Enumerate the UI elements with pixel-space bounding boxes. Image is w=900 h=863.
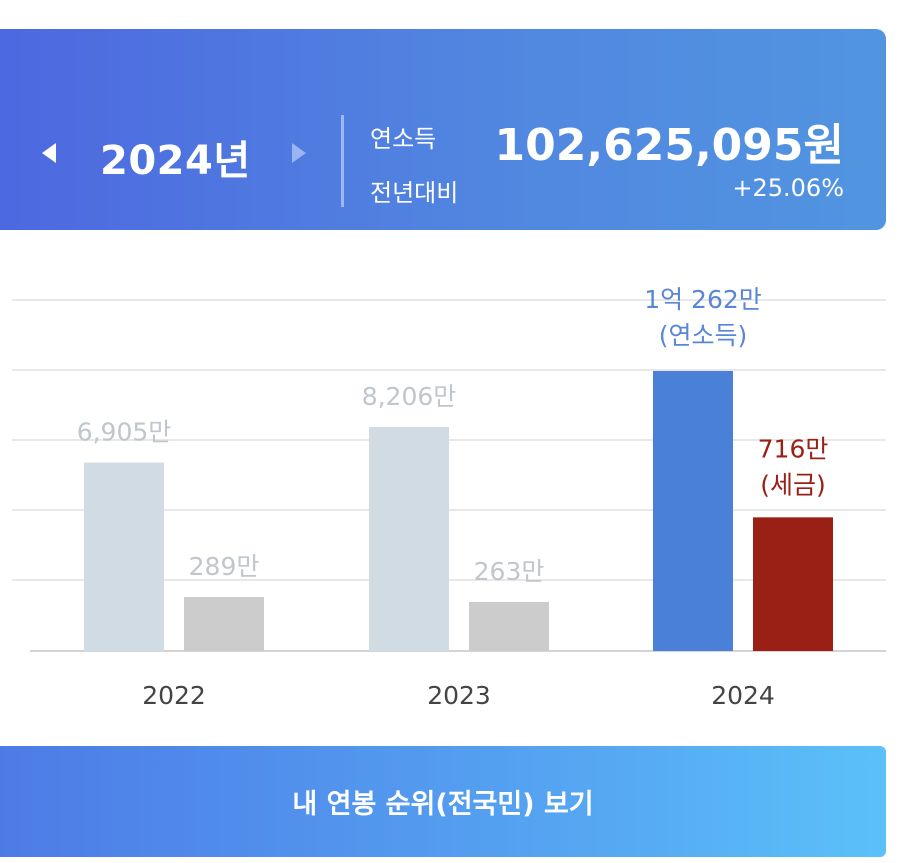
tax-label-2024: 716만 [758,434,829,463]
chart-svg: 6,905만 289만 2022 8,206만 263만 2023 1억 262만 (연소득)… [12,285,886,710]
income-label-2023: 8,206만 [362,382,457,411]
change-value: +25.06% [732,174,844,202]
x-tick-2022: 2022 [142,681,206,710]
income-bar-2022 [84,462,164,651]
tax-label-2023: 263만 [474,557,545,586]
income-label-2024: 1억 262만 [644,285,762,314]
summary-header: 2024년 연소득 전년대비 102,625,095원 +25.06% [0,29,886,230]
change-label: 전년대비 [370,179,459,207]
x-tick-2023: 2023 [427,681,491,710]
tax-label-2022: 289만 [189,552,260,581]
tax-bar-2023 [469,601,549,651]
view-salary-rank-button[interactable]: 내 연봉 순위(전국민) 보기 [0,746,886,857]
income-bar-2023 [369,427,449,651]
x-tick-2024: 2024 [711,681,775,710]
income-tax-chart: 6,905만 289만 2022 8,206만 263만 2023 1억 262만 (연소득)… [0,240,900,730]
income-label-2022: 6,905만 [77,418,172,447]
tax-sublabel-2024: (세금) [760,470,826,499]
income-bar-2024 [653,371,733,651]
income-sublabel-2024: (연소득) [659,321,748,350]
tax-bar-2022 [184,597,264,651]
income-label: 연소득 [370,125,437,153]
selected-year: 2024년 [100,138,251,184]
previous-year-arrow-icon[interactable] [42,143,56,163]
income-value: 102,625,095원 [494,120,844,171]
tax-bar-2024 [753,517,833,651]
next-year-arrow-icon[interactable] [292,143,306,163]
header-divider [341,115,344,207]
